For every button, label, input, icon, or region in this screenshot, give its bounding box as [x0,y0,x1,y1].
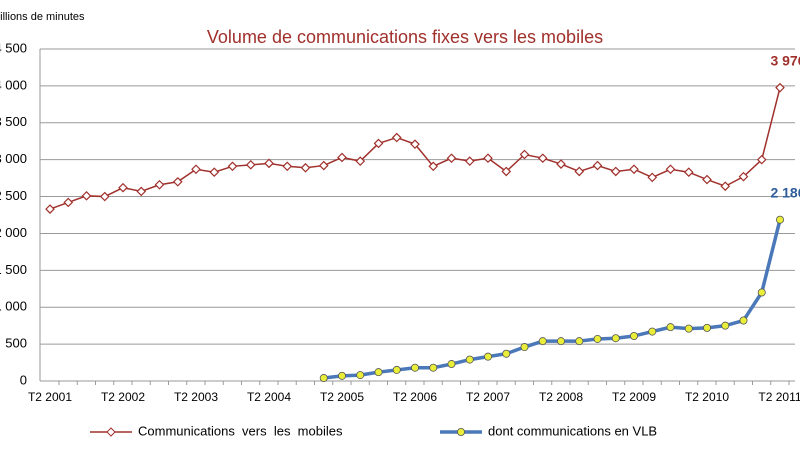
series-line [323,219,782,380]
point [355,156,366,166]
point [721,321,730,330]
point [410,363,419,372]
point [538,337,547,346]
y-tick-label: 4 000 [0,77,27,92]
y-tick-label: 0 [20,372,27,387]
point [519,149,530,160]
point [374,368,383,377]
point [665,164,676,175]
point [318,160,329,171]
point [300,162,311,173]
point [502,349,511,358]
point [738,171,749,182]
x-tick-label: T2 2011 [758,390,800,404]
point [410,139,420,150]
point [592,160,603,171]
point [81,190,92,201]
point [557,337,566,346]
point [391,132,402,143]
x-tick-label: T2 2008 [539,390,583,404]
point [464,156,475,166]
point [191,164,201,175]
point [757,288,766,297]
x-tick-label: T2 2010 [685,390,729,404]
point [227,161,238,172]
point [282,161,293,172]
point [429,363,438,372]
point [575,337,584,346]
y-axis-label: Millions de minutes [0,11,85,23]
point [465,355,474,364]
data-label: 2 186 [770,184,800,200]
point [209,167,220,178]
point [702,174,712,185]
point [356,371,365,380]
point [483,153,493,164]
legend-marker [456,427,465,436]
point [739,316,748,325]
x-tick-label: T2 2004 [247,390,291,404]
y-tick-label: 3 000 [0,151,27,166]
point [537,153,548,164]
x-tick-label: T2 2009 [612,390,656,404]
y-tick-label: 1 000 [0,299,27,314]
point [45,204,55,214]
x-tick-label: T2 2001 [28,390,72,404]
point [245,159,256,170]
legend-marker [106,427,116,437]
legend-label: dont communications en VLB [488,423,657,438]
point [337,152,347,163]
point [630,331,639,340]
y-tick-label: 3 500 [0,114,27,129]
legend-label: Communications vers les mobiles [138,423,343,438]
point [756,154,767,165]
y-tick-label: 500 [5,336,27,351]
point [264,158,274,169]
point [483,352,492,361]
point [428,161,439,172]
y-tick-label: 1 500 [0,262,27,277]
point [648,327,657,336]
point [683,167,694,178]
x-tick-label: T2 2007 [466,390,510,404]
data-label: 3 976 [770,52,800,68]
point [373,138,384,149]
y-tick-label: 2 000 [0,225,27,240]
point [99,191,110,202]
point [501,166,512,177]
point [629,164,639,175]
point [647,172,658,183]
point [136,186,147,197]
point [776,215,785,224]
point [574,166,585,177]
point [684,324,693,333]
point [666,323,675,332]
point [63,197,74,208]
point [154,179,165,190]
point [703,323,712,332]
point [446,153,457,164]
y-tick-label: 2 500 [0,188,27,203]
x-tick-label: T2 2002 [101,390,145,404]
x-tick-label: T2 2005 [320,390,364,404]
point [118,182,128,193]
point [337,371,346,380]
x-tick-label: T2 2006 [393,390,437,404]
point [520,343,529,352]
point [447,360,456,369]
point [392,365,401,374]
y-tick-label: 4 500 [0,40,27,55]
point [775,82,785,93]
point [172,176,183,187]
point [720,181,731,192]
point [611,334,620,343]
point [556,159,566,169]
point [610,166,621,177]
point [593,334,602,343]
chart-title: Volume de communications fixes vers les … [207,27,603,47]
x-tick-label: T2 2003 [174,390,218,404]
point [319,374,328,383]
